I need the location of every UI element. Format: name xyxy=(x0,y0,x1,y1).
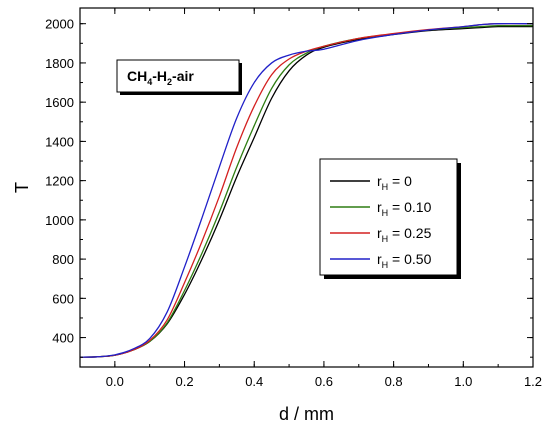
legend-label-2: rH = 0.25 xyxy=(377,225,432,244)
y-tick-label: 1000 xyxy=(45,213,74,228)
x-axis-title: d / mm xyxy=(279,404,334,424)
legend-entry-1: rH = 0.10 xyxy=(330,199,432,218)
y-tick-label: 1600 xyxy=(45,95,74,110)
x-tick-label: 1.0 xyxy=(454,374,472,389)
legend-label-value: = 0.50 xyxy=(388,251,431,267)
y-tick-label: 800 xyxy=(52,252,74,267)
mixture-label: CH4-H2-air xyxy=(127,68,194,87)
x-tick-label: 0.8 xyxy=(385,374,403,389)
mixture-label-h: -H xyxy=(152,68,167,84)
x-tick-label: 1.2 xyxy=(524,374,542,389)
legend-entry-3: rH = 0.50 xyxy=(330,251,432,270)
legend-label-r: r xyxy=(377,173,382,189)
legend-label-value: = 0.10 xyxy=(388,199,431,215)
y-tick-label: 600 xyxy=(52,291,74,306)
series-line-3 xyxy=(80,22,533,358)
legend-label-r: r xyxy=(377,225,382,241)
legend-label-sub: H xyxy=(382,208,389,218)
y-tick-label: 1200 xyxy=(45,174,74,189)
y-tick-label: 1400 xyxy=(45,134,74,149)
legend-label-r: r xyxy=(377,199,382,215)
plot-frame xyxy=(79,7,534,368)
x-tick-label: 0.0 xyxy=(106,374,124,389)
legend-entry-2: rH = 0.25 xyxy=(330,225,432,244)
y-tick-label: 400 xyxy=(52,331,74,346)
mixture-annotation: CH4-H2-air xyxy=(116,59,242,95)
x-tick-label: 0.6 xyxy=(315,374,333,389)
legend-label-1: rH = 0.10 xyxy=(377,199,432,218)
y-axis-title: T xyxy=(12,182,32,193)
legend-label-3: rH = 0.50 xyxy=(377,251,432,270)
series-layer xyxy=(80,22,533,358)
ticks-layer: 0.0 0.2 0.4 0.6 0.8 1.0 1.2 400 600 800 1000 1200 14… xyxy=(45,8,542,389)
legend-entry-0: rH = 0 xyxy=(330,173,412,192)
legend-label-sub: H xyxy=(382,234,389,244)
legend-label-r: r xyxy=(377,251,382,267)
x-tick-label: 0.4 xyxy=(245,374,263,389)
y-tick-label: 1800 xyxy=(45,56,74,71)
legend-label-sub: H xyxy=(382,182,389,192)
x-tick-label: 0.2 xyxy=(175,374,193,389)
mixture-label-air: -air xyxy=(172,68,194,84)
y-tick-label: 2000 xyxy=(45,17,74,32)
legend-label-0: rH = 0 xyxy=(377,173,412,192)
mixture-label-sub-2: 2 xyxy=(167,77,172,87)
mixture-label-sub-4: 4 xyxy=(147,77,152,87)
mixture-label-ch: CH xyxy=(127,68,147,84)
legend-label-sub: H xyxy=(382,260,389,270)
legend-label-value: = 0.25 xyxy=(388,225,431,241)
legend-label-value: = 0 xyxy=(388,173,412,189)
